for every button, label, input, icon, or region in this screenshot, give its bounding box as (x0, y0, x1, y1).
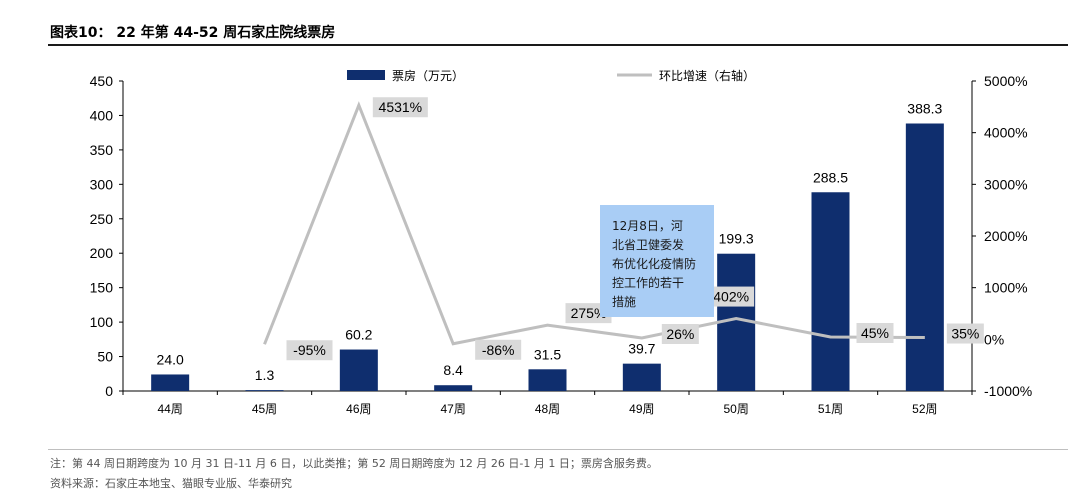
source-note: 资料来源：石家庄本地宝、猫眼专业版、华泰研究 (50, 477, 292, 490)
x-tick-label: 45周 (252, 402, 277, 416)
bar (434, 385, 473, 391)
y2-tick-label: -1000% (984, 383, 1032, 399)
y-tick-label: 250 (90, 211, 114, 227)
growth-label-box (946, 323, 984, 344)
bar-value-label: 31.5 (534, 346, 561, 362)
growth-label-box (475, 339, 522, 360)
y-tick-label: 0 (105, 383, 113, 399)
x-tick-label: 50周 (723, 402, 748, 416)
y-tick-label: 400 (90, 107, 114, 123)
annotation-line-2: 北省卫健委发 (612, 238, 685, 252)
x-tick-label: 52周 (912, 402, 937, 416)
footer-divider (48, 449, 1068, 450)
annotation-line-3: 布优化化疫情防 (612, 257, 697, 271)
annotation-line-5: 措施 (612, 295, 637, 309)
growth-value-label: 26% (666, 326, 694, 342)
growth-label-box (708, 286, 755, 307)
y2-tick-label: 5000% (984, 73, 1028, 89)
growth-label-box (372, 97, 428, 118)
growth-value-label: 35% (951, 326, 979, 342)
y2-tick-label: 3000% (984, 176, 1028, 192)
y-tick-label: 300 (90, 176, 114, 192)
bar (811, 192, 850, 391)
y2-tick-label: 1000% (984, 280, 1028, 296)
growth-label-box (661, 323, 699, 344)
legend-line-label: 环比增速（右轴） (659, 68, 755, 83)
y-tick-label: 50 (97, 349, 113, 365)
y2-tick-label: 0% (984, 331, 1004, 347)
x-tick-label: 47周 (440, 402, 465, 416)
policy-annotation-box: 12月8日，河 北省卫健委发 布优化化疫情防 控工作的若干 措施 (600, 205, 714, 317)
bar-value-label: 24.0 (157, 351, 184, 367)
bar (528, 369, 567, 391)
growth-value-label: 275% (571, 305, 607, 321)
bar (905, 123, 944, 391)
chart-title: 图表10： 22 年第 44-52 周石家庄院线票房 (50, 25, 336, 41)
y2-tick-label: 2000% (984, 228, 1028, 244)
y2-tick-label: 4000% (984, 125, 1028, 141)
x-tick-label: 46周 (346, 402, 371, 416)
bar-value-label: 60.2 (345, 327, 372, 343)
x-tick-label: 51周 (818, 402, 843, 416)
growth-label-box (286, 340, 333, 361)
bar-value-label: 388.3 (907, 101, 942, 117)
bar (622, 363, 661, 391)
legend-bar-label: 票房（万元） (392, 68, 464, 83)
y-tick-label: 100 (90, 314, 114, 330)
bar (245, 390, 284, 391)
bar-value-label: 288.5 (813, 169, 848, 185)
growth-value-label: -86% (482, 342, 515, 358)
bar-value-label: 39.7 (628, 341, 655, 357)
x-tick-label: 48周 (535, 402, 560, 416)
bar (339, 349, 378, 391)
annotation-line-1: 12月8日，河 (612, 219, 683, 233)
y-tick-label: 200 (90, 245, 114, 261)
x-tick-label: 49周 (629, 402, 654, 416)
growth-value-label: 45% (861, 325, 889, 341)
y-tick-label: 450 (90, 73, 114, 89)
y-tick-label: 350 (90, 142, 114, 158)
growth-value-label: 4531% (379, 99, 423, 115)
title-divider (48, 44, 1068, 46)
bar-value-label: 8.4 (443, 362, 463, 378)
bar-value-label: 199.3 (719, 231, 754, 247)
growth-value-label: 402% (713, 289, 749, 305)
x-tick-label: 44周 (157, 402, 182, 416)
growth-value-label: -95% (293, 342, 326, 358)
bar-value-label: 1.3 (255, 367, 275, 383)
legend-bar-swatch (347, 70, 385, 80)
growth-line (263, 101, 925, 346)
growth-label-box (856, 323, 894, 344)
bar (151, 374, 190, 391)
y-tick-label: 150 (90, 280, 114, 296)
annotation-line-4: 控工作的若干 (612, 276, 685, 290)
footnote: 注：第 44 周日期跨度为 10 月 31 日-11 月 6 日，以此类推；第 … (50, 457, 658, 470)
